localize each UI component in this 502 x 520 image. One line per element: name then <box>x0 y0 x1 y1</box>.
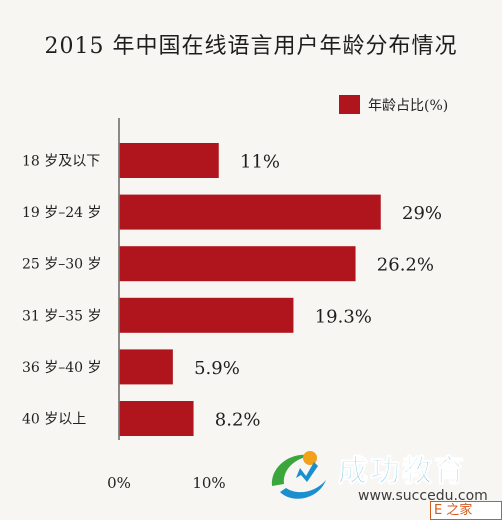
watermark-badge: E 之家 <box>430 501 502 520</box>
chart-title: 2015 年中国在线语言用户年龄分布情况 <box>44 34 458 59</box>
data-label: 5.9% <box>194 358 240 379</box>
bar <box>119 297 294 333</box>
bar <box>119 401 194 436</box>
category-label: 18 岁及以下 <box>22 154 100 170</box>
watermark-brand: 成功教育 <box>338 454 466 490</box>
data-label: 26.2% <box>377 255 434 276</box>
data-label: 19.3% <box>315 306 372 327</box>
data-label: 11% <box>240 152 280 173</box>
category-label: 31 岁–35 岁 <box>22 308 102 324</box>
data-label: 8.2% <box>215 410 261 431</box>
bar <box>119 143 219 178</box>
x-axis-ticks: 0% 10% <box>107 474 226 492</box>
legend: 年龄占比(%) <box>339 95 448 114</box>
x-tick-label: 0% <box>107 474 131 492</box>
bar-series: 18 岁及以下 11% 19 岁–24 岁 29% 25 岁–30 岁 26.2% 31 岁… <box>22 143 442 436</box>
x-tick-label: 10% <box>192 474 225 492</box>
bar <box>119 349 173 385</box>
bar <box>119 246 356 282</box>
legend-swatch <box>339 95 360 114</box>
watermark: 成功教育 www.succedu.com E 之家 <box>262 444 502 520</box>
watermark-url: www.succedu.com <box>358 488 488 504</box>
bar <box>119 194 381 230</box>
category-label: 19 岁–24 岁 <box>22 205 102 221</box>
category-label: 40 岁以上 <box>22 412 86 428</box>
data-label: 29% <box>402 203 442 224</box>
category-label: 25 岁–30 岁 <box>22 257 102 273</box>
watermark-logo-icon <box>271 451 326 499</box>
category-label: 36 岁–40 岁 <box>22 360 102 376</box>
legend-label: 年龄占比(%) <box>368 98 448 114</box>
